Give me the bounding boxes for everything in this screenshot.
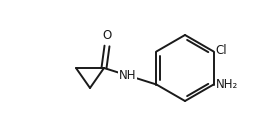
Text: Cl: Cl — [216, 44, 227, 57]
Text: NH₂: NH₂ — [216, 78, 238, 91]
Text: O: O — [102, 29, 112, 42]
Text: NH: NH — [118, 69, 136, 82]
